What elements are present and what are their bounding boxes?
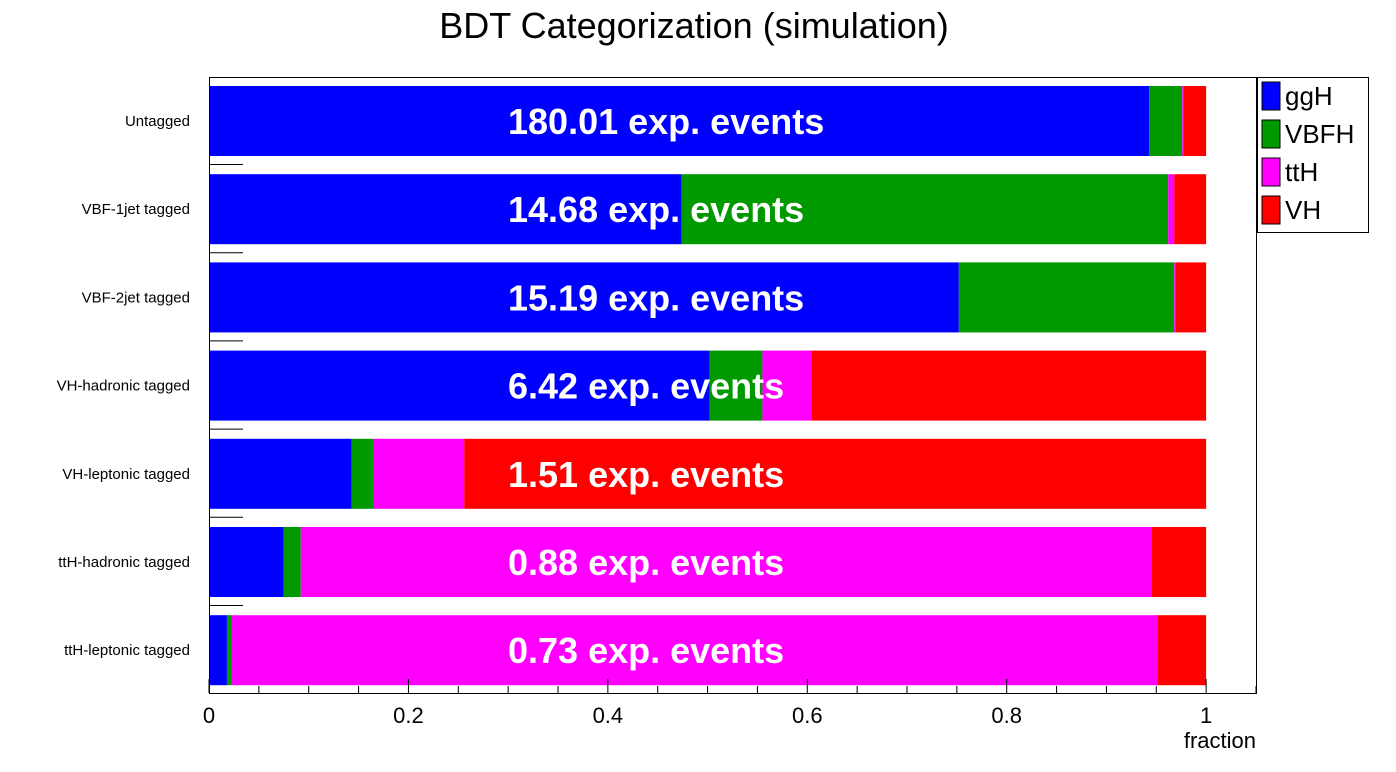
- bar-segment-ggh: [209, 86, 1150, 156]
- legend-swatch-ggh: [1261, 81, 1281, 111]
- legend-label: ggH: [1285, 81, 1333, 111]
- bar-segment-ggh: [209, 438, 352, 509]
- category-label: ttH-hadronic tagged: [58, 554, 190, 571]
- bar-segment-ggh: [209, 262, 959, 333]
- legend-label: ttH: [1285, 157, 1318, 187]
- legend: ggH VBFH ttH VH: [1257, 77, 1369, 233]
- x-tick-label: 1: [1200, 703, 1212, 728]
- bar-segment-vbfh: [958, 262, 1175, 333]
- bar-segment-vh: [1174, 174, 1207, 245]
- bar-annotation: 180.01 exp. events: [508, 101, 824, 142]
- bar-segment-vbfh: [226, 615, 232, 686]
- bar-segment-vbfh: [681, 174, 1169, 245]
- category-label: ttH-leptonic tagged: [64, 642, 190, 659]
- bar-segment-vh: [1151, 527, 1207, 597]
- category-label: VH-leptonic tagged: [62, 466, 190, 483]
- bar-segment-tth: [1174, 262, 1176, 333]
- annotations-layer: 180.01 exp. events 14.68 exp. events 15.19…: [508, 101, 824, 671]
- bar-segment-ggh: [209, 350, 710, 421]
- separators-layer: [209, 164, 243, 606]
- bar-segment-ggh: [209, 527, 284, 597]
- bar-segment-tth: [373, 438, 465, 509]
- legend-swatch-tth: [1261, 157, 1281, 187]
- bars-layer: [209, 86, 1207, 686]
- bar-annotation: 1.51 exp. events: [508, 454, 784, 495]
- category-label: VH-hadronic tagged: [57, 378, 190, 395]
- bar-segment-vh: [1183, 86, 1207, 156]
- x-axis: 0 0.2 0.4 0.6 0.8 1: [203, 679, 1257, 728]
- legend-swatch-vbfh: [1261, 119, 1281, 149]
- x-tick-label: 0.4: [593, 703, 624, 728]
- bar-annotation: 15.19 exp. events: [508, 277, 804, 318]
- bar-segment-ggh: [209, 174, 682, 245]
- bar-annotation: 0.88 exp. events: [508, 542, 784, 583]
- x-axis-label: fraction: [1184, 728, 1256, 753]
- bar-segment-vbfh: [709, 350, 763, 421]
- bar-annotation: 0.73 exp. events: [508, 630, 784, 671]
- bar-annotation: 6.42 exp. events: [508, 366, 784, 407]
- bar-segment-vh: [811, 350, 1207, 421]
- bar-segment-vh: [1157, 615, 1207, 686]
- legend-label: VBFH: [1285, 119, 1354, 149]
- category-label: Untagged: [125, 113, 190, 130]
- category-labels-layer: Untagged VBF-1jet tagged VBF-2jet tagged VH…: [57, 113, 190, 659]
- bar-segment-vh: [1175, 262, 1207, 333]
- bar-segment-tth: [231, 615, 1158, 686]
- category-label: VBF-1jet tagged: [82, 201, 190, 218]
- x-tick-label: 0.8: [991, 703, 1022, 728]
- bar-annotation: 14.68 exp. events: [508, 189, 804, 230]
- category-label: VBF-2jet tagged: [82, 289, 190, 306]
- bar-segment-tth: [300, 527, 1152, 597]
- bar-segment-vh: [464, 438, 1207, 509]
- chart-title: BDT Categorization (simulation): [439, 5, 949, 46]
- legend-label: VH: [1285, 195, 1321, 225]
- x-tick-label: 0: [203, 703, 215, 728]
- bar-segment-vbfh: [283, 527, 301, 597]
- legend-swatch-vh: [1261, 195, 1281, 225]
- bar-segment-tth: [1168, 174, 1175, 245]
- bar-segment-vbfh: [351, 438, 374, 509]
- bar-segment-tth: [762, 350, 812, 421]
- bar-segment-vbfh: [1149, 86, 1183, 156]
- plot-frame: [209, 77, 1257, 694]
- x-tick-label: 0.6: [792, 703, 823, 728]
- x-tick-label: 0.2: [393, 703, 424, 728]
- bar-segment-tth: [1182, 86, 1184, 156]
- bar-segment-ggh: [209, 615, 227, 686]
